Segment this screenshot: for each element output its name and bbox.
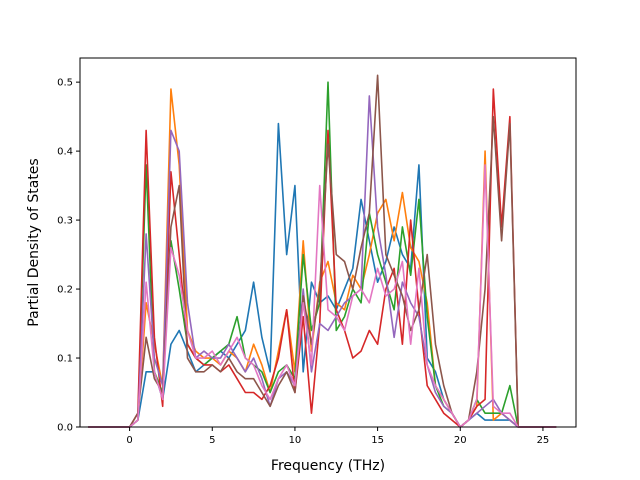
y-tick-label: 0.0: [57, 423, 73, 434]
y-axis-ticks: 0.0 0.1 0.2 0.3 0.4 0.5: [57, 78, 80, 434]
x-tick-label: 0: [126, 435, 132, 446]
y-axis-label: Partial Density of States: [26, 158, 42, 326]
y-tick-label: 0.4: [57, 147, 73, 158]
x-tick-label: 10: [289, 435, 302, 446]
series-line-7: [88, 164, 557, 428]
y-tick-label: 0.3: [57, 216, 73, 227]
x-axis-ticks: 0 5 10 15 20 25: [126, 427, 549, 446]
series-layer: [88, 74, 557, 428]
x-tick-label: 15: [371, 435, 384, 446]
x-tick-label: 20: [454, 435, 467, 446]
y-tick-label: 0.1: [57, 354, 73, 365]
y-tick-label: 0.5: [57, 78, 73, 89]
x-axis-label: Frequency (THz): [271, 458, 385, 474]
y-tick-label: 0.2: [57, 285, 73, 296]
x-tick-label: 25: [537, 435, 550, 446]
x-tick-label: 5: [209, 435, 215, 446]
plot-frame: [79, 57, 577, 428]
